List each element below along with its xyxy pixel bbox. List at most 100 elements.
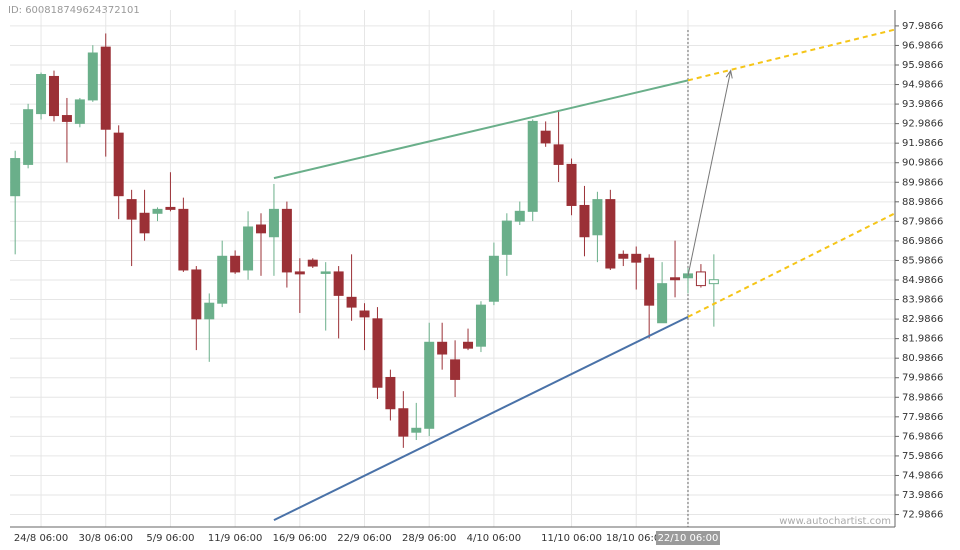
x-tick-label: 30/8 06:00 <box>79 533 133 544</box>
candle-body <box>152 208 163 214</box>
y-tick-label: 86.9866 <box>902 236 943 247</box>
y-tick-label: 93.9866 <box>902 99 943 110</box>
candle-body <box>139 212 150 234</box>
candle-body <box>398 408 409 437</box>
candle-body <box>553 144 564 165</box>
x-label-highlight <box>655 531 720 545</box>
x-tick-label: 11/10 06:00 <box>541 533 602 544</box>
candle-body <box>708 279 719 285</box>
candle-body <box>256 224 267 234</box>
candle-body <box>385 376 396 410</box>
y-tick-label: 79.9866 <box>902 373 943 384</box>
candle-body <box>644 257 655 306</box>
candle-body <box>113 132 124 197</box>
candle-body <box>204 302 215 320</box>
x-tick-label: 16/9 06:00 <box>273 533 327 544</box>
candle-body <box>579 204 590 238</box>
candle-body <box>657 283 668 324</box>
candle-body <box>307 259 318 267</box>
candle-body <box>217 255 228 304</box>
candle-body <box>36 74 47 115</box>
y-tick-label: 81.9866 <box>902 334 943 345</box>
candle-body <box>87 52 98 101</box>
y-tick-label: 75.9866 <box>902 451 943 462</box>
candle-body <box>501 220 512 255</box>
y-tick-label: 94.9866 <box>902 80 943 91</box>
y-tick-label: 83.9866 <box>902 295 943 306</box>
pattern-line <box>687 28 896 82</box>
candle-body <box>333 271 344 296</box>
chart-id: ID: 600818749624372101 <box>8 5 140 16</box>
candle-body <box>23 109 34 165</box>
candle-body <box>605 199 616 269</box>
candle-body <box>61 115 72 122</box>
candle-body <box>631 253 642 263</box>
y-tick-label: 82.9866 <box>902 314 943 325</box>
candle-body <box>359 310 370 318</box>
candle-body <box>488 255 499 302</box>
pattern-line <box>273 315 689 522</box>
candle-body <box>48 75 59 117</box>
y-tick-label: 76.9866 <box>902 431 943 442</box>
candle-body <box>165 206 176 210</box>
x-tick-label: 5/9 06:00 <box>146 533 194 544</box>
y-tick-label: 88.9866 <box>902 197 943 208</box>
y-tick-label: 80.9866 <box>902 353 943 364</box>
watermark: www.autochartist.com <box>779 516 891 527</box>
candle-body <box>178 208 189 271</box>
candle-body <box>268 208 279 238</box>
candle-body <box>10 158 21 197</box>
candle-body <box>437 341 448 355</box>
candle-body <box>346 296 357 308</box>
y-tick-label: 78.9866 <box>902 392 943 403</box>
x-tick-label: 18/10 06:00 <box>606 533 667 544</box>
y-tick-label: 87.9866 <box>902 216 943 227</box>
x-tick-label: 22/10 06:00 <box>658 533 719 544</box>
candle-body <box>372 318 383 388</box>
candle-body <box>475 304 486 347</box>
y-tick-label: 89.9866 <box>902 177 943 188</box>
candle-body <box>540 130 551 144</box>
candle-body <box>320 271 331 274</box>
candle-body <box>100 46 111 130</box>
y-tick-label: 77.9866 <box>902 412 943 423</box>
candle-body <box>450 359 461 380</box>
forecast-arrow <box>687 70 732 276</box>
y-tick-label: 90.9866 <box>902 158 943 169</box>
pattern-line <box>687 212 896 318</box>
candle-body <box>527 120 538 212</box>
candle-body <box>670 277 681 281</box>
candle-body <box>294 271 305 275</box>
candle-body <box>411 427 422 433</box>
x-tick-label: 4/10 06:00 <box>467 533 521 544</box>
y-tick-label: 97.9866 <box>902 21 943 32</box>
arrow-head <box>725 69 733 79</box>
pattern-line <box>273 79 689 180</box>
candle-body <box>126 199 137 220</box>
candle-body <box>695 271 706 287</box>
y-tick-label: 92.9866 <box>902 119 943 130</box>
candle-body <box>191 269 202 320</box>
y-tick-label: 73.9866 <box>902 490 943 501</box>
x-tick-label: 22/9 06:00 <box>337 533 391 544</box>
x-tick-label: 24/8 06:00 <box>14 533 68 544</box>
y-tick-label: 95.9866 <box>902 60 943 71</box>
candle-body <box>243 226 254 271</box>
candle-body <box>230 255 241 273</box>
y-tick-label: 84.9866 <box>902 275 943 286</box>
x-tick-label: 11/9 06:00 <box>208 533 262 544</box>
y-tick-label: 96.9866 <box>902 40 943 51</box>
y-tick-label: 91.9866 <box>902 138 943 149</box>
candle-body <box>566 163 577 206</box>
candle-body <box>514 210 525 222</box>
y-tick-label: 74.9866 <box>902 470 943 481</box>
candle-body <box>281 208 292 273</box>
candle-body <box>618 253 629 259</box>
y-tick-label: 85.9866 <box>902 255 943 266</box>
candle-body <box>424 341 435 429</box>
candle-body <box>592 199 603 236</box>
candle-body <box>463 341 474 349</box>
y-tick-label: 72.9866 <box>902 510 943 521</box>
